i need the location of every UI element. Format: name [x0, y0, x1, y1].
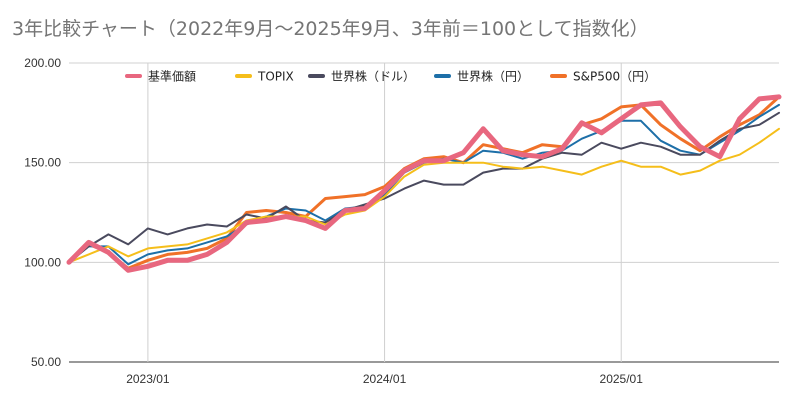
- series-line-1: [68, 127, 780, 264]
- y-tick-label: 50.00: [31, 355, 61, 369]
- y-tick-label: 200.00: [24, 56, 61, 70]
- series-line-0: [66, 94, 782, 273]
- legend-label: S&P500（円）: [573, 70, 656, 84]
- y-tick-label: 150.00: [24, 156, 61, 170]
- legend-label: 世界株（ドル）: [331, 69, 415, 84]
- x-tick-label: 2024/01: [363, 372, 407, 386]
- legend-label: 基準価額: [148, 69, 196, 84]
- x-tick-label: 2025/01: [600, 372, 644, 386]
- legend-label: 世界株（円）: [457, 69, 529, 84]
- series-line-2: [68, 111, 780, 264]
- x-tick-label: 2023/01: [126, 372, 170, 386]
- series-line-3: [68, 103, 780, 266]
- y-tick-label: 100.00: [24, 255, 61, 269]
- series-line-4: [67, 95, 781, 270]
- legend-label: TOPIX: [257, 70, 294, 84]
- chart-title: 3年比較チャート（2022年9月〜2025年9月、3年前＝100として指数化）: [12, 18, 649, 40]
